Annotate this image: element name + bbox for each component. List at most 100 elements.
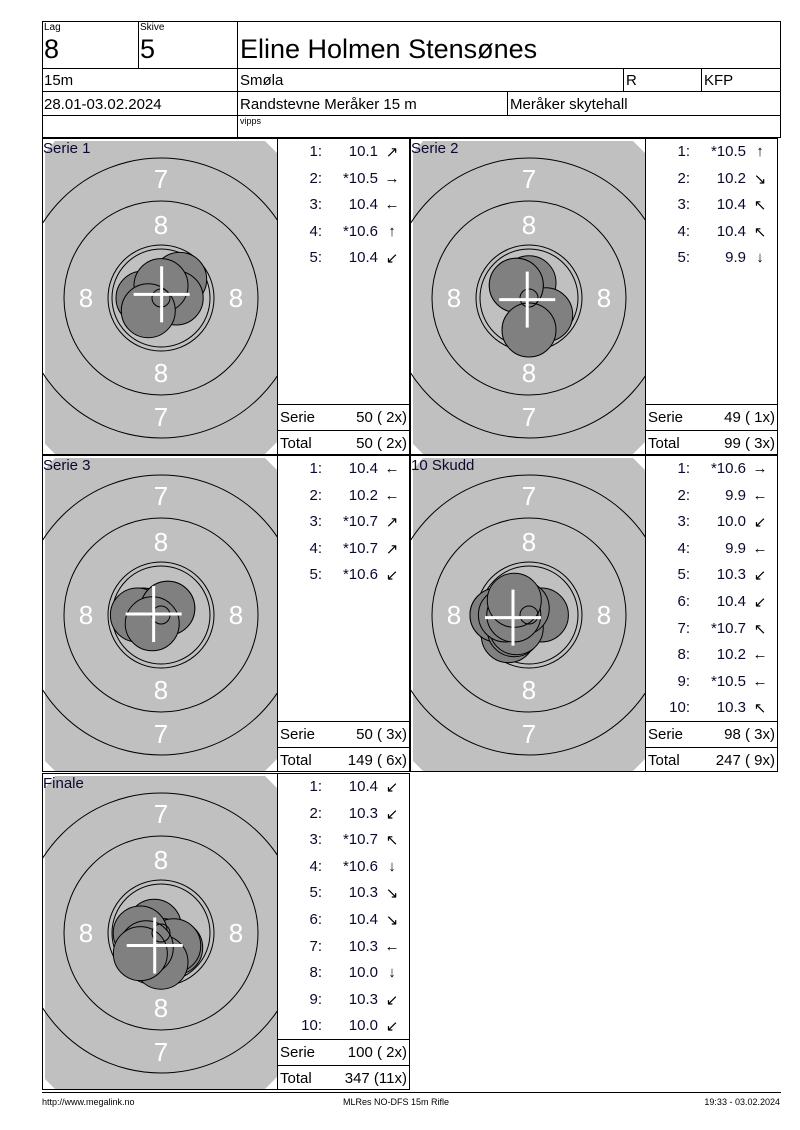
ring-label-8: 8 bbox=[522, 675, 536, 705]
arrow-up-right-icon: ↗ bbox=[385, 514, 399, 532]
serie-score: 98 ( 3x) bbox=[724, 726, 775, 743]
shot-number: 2: bbox=[677, 169, 690, 187]
arrow-down-left-icon: ↙ bbox=[385, 779, 399, 796]
arrow-down-left-icon: ↙ bbox=[753, 594, 767, 611]
shot-value: 10.1 bbox=[348, 143, 378, 160]
arrow-down-right-icon: ↘ bbox=[385, 885, 399, 903]
ring-label-7: 7 bbox=[154, 1037, 168, 1067]
ring-label-8: 8 bbox=[154, 993, 168, 1023]
serie-label: Serie bbox=[280, 726, 316, 743]
shot-value: 10.4 bbox=[348, 460, 378, 477]
shot-number: 3: bbox=[677, 196, 690, 214]
shot-row: 3: 10.0 ↙ bbox=[646, 513, 778, 533]
ring-label-8: 8 bbox=[79, 283, 93, 313]
serie-label: Serie bbox=[280, 409, 316, 426]
skive-label: Skive bbox=[140, 22, 165, 33]
shot-value: 10.0 bbox=[716, 513, 746, 531]
shot-number: 6: bbox=[309, 911, 322, 928]
skive-value: 5 bbox=[140, 34, 156, 64]
shot-value: *10.7 bbox=[342, 831, 378, 849]
shot-value: 10.3 bbox=[348, 937, 378, 955]
serie-score: 49 ( 1x) bbox=[724, 409, 775, 426]
shot-row: 4: *10.6 ↓ bbox=[278, 858, 410, 878]
shot-row: 1: 10.4 ← bbox=[278, 460, 410, 480]
ring bbox=[63, 200, 259, 396]
shot-number: 5: bbox=[309, 249, 322, 267]
shot-value: 9.9 bbox=[725, 486, 746, 504]
shot-hole bbox=[501, 302, 557, 358]
shot-row: 2: 10.2 ↘ bbox=[646, 170, 778, 190]
shot-value: 10.4 bbox=[348, 196, 378, 214]
shot-row: 2: 10.3 ↙ bbox=[278, 805, 410, 825]
shot-number: 3: bbox=[677, 513, 690, 531]
arrow-left-icon: ← bbox=[384, 460, 400, 477]
ring-label-8: 8 bbox=[597, 600, 611, 630]
total-sum-row: Total 99 ( 3x) bbox=[646, 430, 777, 457]
shot-value: 10.4 bbox=[716, 196, 746, 214]
arrow-right-icon: → bbox=[384, 169, 400, 187]
ring bbox=[411, 474, 645, 756]
shot-row: 1: *10.6 → bbox=[646, 460, 778, 480]
header-row-2 bbox=[42, 68, 781, 92]
shot-value: *10.7 bbox=[342, 513, 378, 531]
ring-label-8: 8 bbox=[229, 283, 243, 313]
total-score: 99 ( 3x) bbox=[724, 435, 775, 452]
ring-label-8: 8 bbox=[229, 918, 243, 948]
shot-value: 10.4 bbox=[716, 222, 746, 240]
shot-row: 8: 10.2 ← bbox=[646, 646, 778, 666]
shot-number: 1: bbox=[309, 778, 322, 795]
shot-row: 5: 9.9 ↓ bbox=[646, 249, 778, 269]
shot-number: 7: bbox=[677, 619, 690, 637]
arrow-left-icon: ← bbox=[752, 486, 768, 504]
shot-value: *10.6 bbox=[342, 566, 378, 584]
arrow-down-left-icon: ↙ bbox=[753, 567, 767, 585]
total-score: 347 (11x) bbox=[344, 1070, 407, 1087]
ring bbox=[63, 517, 259, 713]
arrow-down-right-icon: ↘ bbox=[385, 912, 399, 929]
shot-value: 10.3 bbox=[348, 990, 378, 1008]
arrow-up-icon: ↑ bbox=[756, 143, 764, 160]
total-score: 247 ( 9x) bbox=[715, 752, 775, 769]
shot-list-2: 1: *10.5 ↑ 2: 10.2 ↘ 3: 10.4 ↖ 4: 10.4 ↖ 5: 9.9 ↓ Serie… bbox=[646, 138, 778, 455]
ring-label-8: 8 bbox=[522, 358, 536, 388]
lag-label: Lag bbox=[44, 22, 61, 33]
shot-number: 2: bbox=[677, 486, 690, 504]
shot-value: 10.0 bbox=[348, 1017, 378, 1035]
total-label: Total bbox=[280, 1070, 312, 1087]
ring-label-7: 7 bbox=[522, 719, 536, 749]
shot-number: 7: bbox=[309, 937, 322, 955]
ring-label-7: 7 bbox=[522, 164, 536, 194]
series-title: Serie 3 bbox=[43, 457, 91, 474]
arrow-down-icon: ↓ bbox=[388, 857, 396, 875]
arrow-up-left-icon: ↖ bbox=[753, 223, 767, 241]
header-row-3 bbox=[42, 91, 781, 116]
ring-label-8: 8 bbox=[154, 358, 168, 388]
serie-score: 50 ( 3x) bbox=[356, 726, 407, 743]
target-4: 7 7 8 8 8 8 10 Skudd bbox=[410, 455, 646, 772]
ring bbox=[111, 248, 211, 348]
arrow-up-left-icon: ↖ bbox=[753, 620, 767, 638]
series-title: Serie 1 bbox=[43, 140, 91, 157]
shot-row: 3: *10.7 ↖ bbox=[278, 831, 410, 851]
total-sum-row: Total 347 (11x) bbox=[278, 1065, 409, 1092]
target-2: 7 7 8 8 8 8 Serie 2 bbox=[410, 138, 646, 455]
arrow-up-icon: ↑ bbox=[388, 222, 396, 240]
shot-number: 2: bbox=[309, 169, 322, 187]
arrow-down-left-icon: ↙ bbox=[385, 805, 399, 823]
ring-label-8: 8 bbox=[447, 600, 461, 630]
ring-label-8: 8 bbox=[154, 845, 168, 875]
shot-list-3: 1: 10.4 ← 2: 10.2 ← 3: *10.7 ↗ 4: *10.7 ↗ 5: *10.6 ↙ Se… bbox=[278, 455, 410, 772]
date: 28.01-03.02.2024 bbox=[44, 96, 162, 113]
ring bbox=[107, 244, 215, 352]
arrow-left-icon: ← bbox=[384, 937, 400, 955]
shot-row: 8: 10.0 ↓ bbox=[278, 964, 410, 984]
ring-label-8: 8 bbox=[154, 210, 168, 240]
footer-url[interactable]: http://www.megalink.no bbox=[42, 1097, 135, 1107]
total-score: 50 ( 2x) bbox=[356, 435, 407, 452]
ring-label-8: 8 bbox=[154, 675, 168, 705]
serie-score: 100 ( 2x) bbox=[347, 1044, 407, 1061]
shot-value: 10.2 bbox=[348, 486, 378, 504]
total-label: Total bbox=[280, 435, 312, 452]
arrow-down-left-icon: ↙ bbox=[385, 1018, 399, 1036]
shot-value: 10.2 bbox=[716, 646, 746, 664]
